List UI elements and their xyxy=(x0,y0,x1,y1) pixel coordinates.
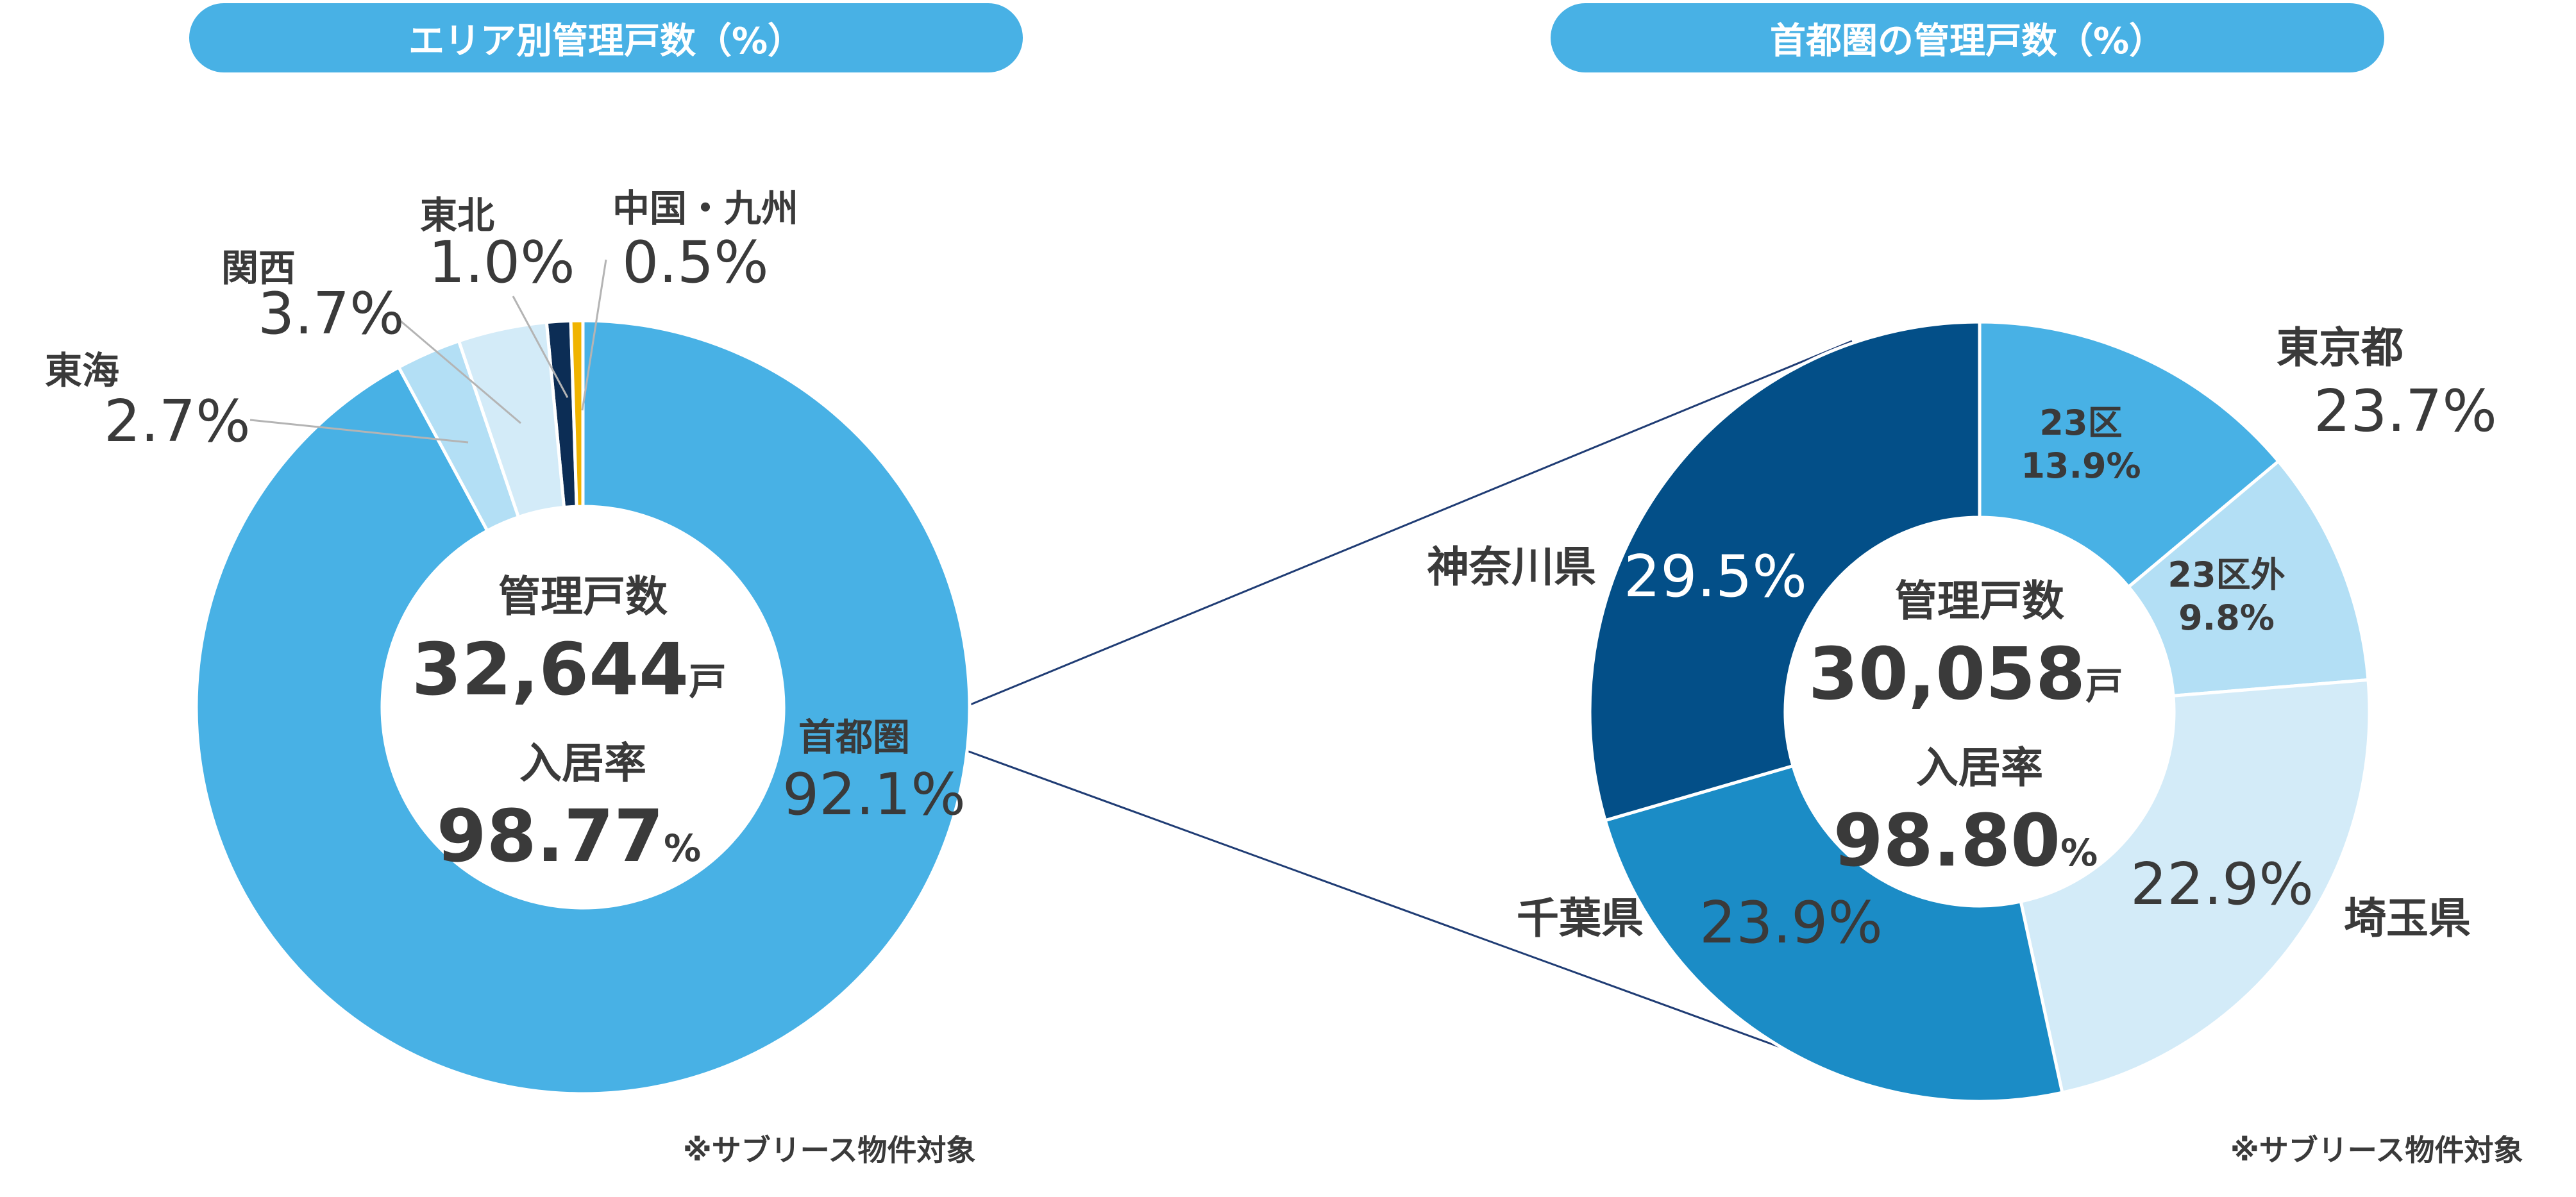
slice-神奈川県 xyxy=(1588,320,1982,823)
leader-tohoku xyxy=(512,296,569,398)
leader-kansai xyxy=(396,316,521,424)
right-center-label-units: 管理戸数 xyxy=(1895,576,2064,626)
label-name-tokyo: 東京都 xyxy=(2277,323,2403,372)
label-name-saitama: 埼玉県 xyxy=(2344,894,2471,943)
right-chart-title: 首都圏の管理戸数（%） xyxy=(1551,3,2384,72)
left-footnote: ※サブリース物件対象 xyxy=(683,1133,976,1168)
label-name-shutoken: 首都圏 xyxy=(798,716,910,759)
leader-tokai xyxy=(249,419,469,444)
label-name-tokai: 東海 xyxy=(45,349,119,392)
right-footnote: ※サブリース物件対象 xyxy=(2230,1133,2523,1168)
label-value-tokai: 2.7% xyxy=(104,388,251,455)
label-value-shutoken: 92.1% xyxy=(782,761,966,828)
slice-埼玉県 xyxy=(2019,678,2371,1095)
label-value-kanagawa: 29.5% xyxy=(1624,543,1807,610)
label-value-tohoku: 1.0% xyxy=(428,229,575,296)
label-name-23ku: 23区 xyxy=(2039,403,2122,443)
leader-lines xyxy=(249,259,607,444)
connector-line-bottom xyxy=(929,736,1810,1059)
left-center-value-units: 32,644戸 xyxy=(412,628,726,712)
label-value-saitama: 22.9% xyxy=(2130,851,2314,918)
label-value-23ku-outside: 9.8% xyxy=(2178,598,2275,638)
slice-23区外 xyxy=(2126,458,2370,698)
left-chart-title: エリア別管理戸数（%） xyxy=(189,3,1023,72)
right-center-value-units: 30,058戸 xyxy=(1808,633,2123,716)
label-name-chugoku-kyushu: 中国・九州 xyxy=(612,187,798,230)
left-center-value-occupancy: 98.77% xyxy=(437,795,701,878)
label-name-kanagawa: 神奈川県 xyxy=(1427,542,1596,592)
left-center-label-occupancy: 入居率 xyxy=(519,739,646,788)
label-value-tokyo: 23.7% xyxy=(2314,378,2497,445)
slice-関西 xyxy=(457,320,566,519)
connector-lines xyxy=(929,340,1853,1059)
right-center-value-occupancy: 98.80% xyxy=(1833,799,2098,883)
label-value-kansai: 3.7% xyxy=(258,280,405,347)
label-value-23ku: 13.9% xyxy=(2021,446,2141,486)
connector-line-top xyxy=(929,340,1853,723)
label-name-kansai: 関西 xyxy=(221,246,296,290)
label-value-chiba: 23.9% xyxy=(1699,889,1883,957)
slice-首都圏 xyxy=(194,319,972,1096)
right-donut xyxy=(1588,320,2371,1103)
leader-chugoku-kyushu xyxy=(581,259,607,411)
right-center-label-occupancy: 入居率 xyxy=(1916,743,2043,792)
label-value-chugoku-kyushu: 0.5% xyxy=(622,229,769,296)
label-name-chiba: 千葉県 xyxy=(1517,894,1644,943)
slice-23区 xyxy=(1978,320,2281,589)
label-name-tohoku: 東北 xyxy=(420,194,494,237)
label-name-23ku-outside: 23区外 xyxy=(2168,555,2285,595)
left-center-label-units: 管理戸数 xyxy=(498,572,668,621)
slice-千葉県 xyxy=(1603,764,2064,1103)
left-donut xyxy=(194,319,972,1096)
